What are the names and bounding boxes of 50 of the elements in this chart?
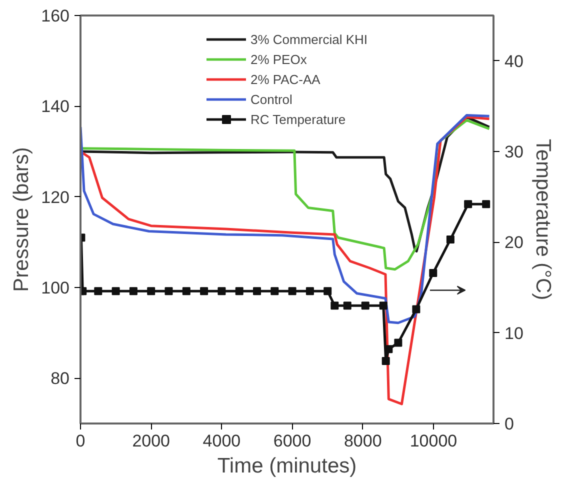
y2-tick-label: 20 <box>504 233 524 252</box>
point <box>147 287 156 296</box>
point <box>379 302 388 310</box>
x-axis-title: Time (minutes) <box>217 454 357 478</box>
y2-axis-title: Temperature (°C) <box>531 138 554 300</box>
y-tick-label: 100 <box>41 278 70 298</box>
point <box>94 287 102 296</box>
point <box>182 287 190 296</box>
point <box>306 287 314 296</box>
point <box>112 287 120 296</box>
legend-label: 2% PEOx <box>250 52 307 66</box>
y-tick-label: 120 <box>41 188 70 207</box>
x-tick-label: 10000 <box>410 432 458 450</box>
point <box>464 200 472 208</box>
point <box>343 302 352 310</box>
point <box>288 287 296 296</box>
point <box>446 235 454 244</box>
point <box>218 287 226 296</box>
legend-label: RC Temperature <box>250 112 346 126</box>
point <box>200 287 208 296</box>
line-series <box>80 114 491 324</box>
x-tick-label: 6000 <box>273 432 312 450</box>
x-tick-label: 4000 <box>202 432 241 450</box>
x-tick-label: 0 <box>76 432 86 450</box>
x-tick-label: 2000 <box>132 432 170 450</box>
y-tick-label: 160 <box>41 6 70 26</box>
point <box>235 287 244 296</box>
y-axis-title: Pressure (bars) <box>10 147 34 292</box>
y-tick-label: 80 <box>50 369 70 388</box>
point <box>129 287 138 296</box>
point <box>270 287 279 296</box>
y2-tick-label: 30 <box>504 142 524 162</box>
x-tick-label: 8000 <box>344 432 382 450</box>
point <box>482 200 490 208</box>
point <box>330 302 339 310</box>
point <box>412 305 420 314</box>
point <box>429 268 438 277</box>
point <box>164 287 173 296</box>
y2-tick-label: 0 <box>504 414 514 434</box>
point <box>394 338 402 347</box>
y2-tick-label: 40 <box>504 52 524 71</box>
legend-label: 2% PAC-AA <box>250 72 320 86</box>
point <box>324 287 332 296</box>
legend-label: 3% Commercial KHI <box>250 32 368 46</box>
y-tick-label: 140 <box>41 97 70 116</box>
point <box>252 287 261 296</box>
point <box>382 356 390 365</box>
legend-label: Control <box>250 92 292 106</box>
y2-tick-label: 10 <box>504 324 524 343</box>
point <box>361 302 370 310</box>
